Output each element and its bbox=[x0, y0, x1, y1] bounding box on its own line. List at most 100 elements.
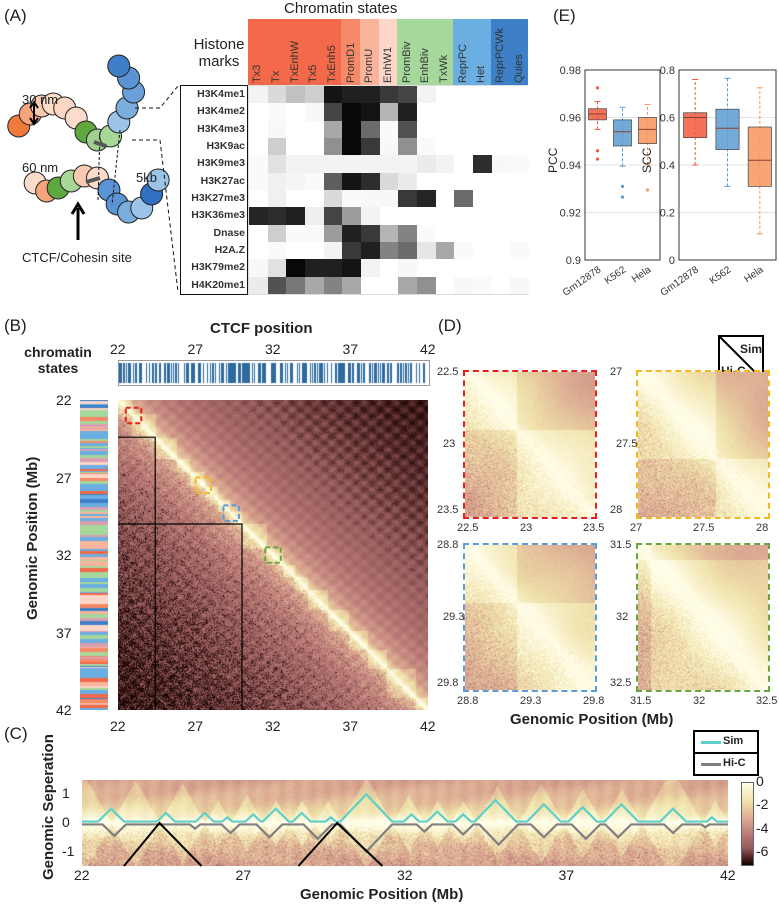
box bbox=[638, 117, 657, 144]
emission-cell bbox=[473, 224, 493, 243]
emission-cell bbox=[510, 86, 530, 104]
emission-cell bbox=[249, 120, 269, 139]
emission-cell bbox=[398, 190, 418, 208]
histone-mark-label: H3K27me3 bbox=[191, 192, 245, 204]
emission-cell bbox=[473, 120, 493, 139]
emission-cell bbox=[305, 138, 325, 156]
emission-cell bbox=[379, 103, 399, 122]
emission-cell bbox=[417, 190, 437, 208]
x-tick-label: 22 bbox=[110, 718, 126, 734]
ctcf-x-tick-label: 32 bbox=[265, 341, 281, 357]
emission-cell bbox=[342, 190, 362, 208]
emission-cell bbox=[398, 103, 418, 122]
emission-cell bbox=[342, 120, 362, 139]
spacing-30nm-label: 30 nm bbox=[22, 92, 59, 107]
chromatin-state-header: Tx3 Tx TxEnhW Tx5 TxEnh5 PromD1 PromU EnhW1 Prom… bbox=[248, 19, 529, 85]
emission-cell bbox=[323, 86, 343, 104]
emission-cell bbox=[305, 259, 325, 278]
colorbar-tick-label: -4 bbox=[756, 819, 769, 836]
y-tick-label: 22 bbox=[56, 392, 72, 408]
emission-cell bbox=[510, 242, 530, 260]
emission-cell bbox=[398, 172, 418, 191]
emission-cell bbox=[379, 172, 399, 191]
x-tick-label: 37 bbox=[342, 718, 359, 734]
y-tick-label: 27 bbox=[610, 366, 623, 378]
ctcf-position-track bbox=[118, 360, 430, 386]
emission-cell bbox=[361, 190, 381, 208]
y-tick-label: 28.8 bbox=[437, 539, 459, 551]
emission-cell bbox=[361, 259, 381, 278]
outlier-point bbox=[645, 188, 650, 192]
y-tick-label: 0.2 bbox=[660, 208, 675, 220]
emission-cell bbox=[286, 138, 306, 156]
emission-cell bbox=[267, 190, 287, 208]
emission-cell bbox=[249, 259, 269, 278]
emission-cell bbox=[510, 224, 530, 243]
y-tick-label: 29.8 bbox=[437, 677, 459, 689]
x-tick-label: 27 bbox=[630, 522, 643, 534]
state-column-txwk: TxWk bbox=[434, 19, 454, 85]
x-tick-label: 22 bbox=[74, 867, 90, 883]
emission-cell bbox=[379, 259, 399, 278]
y-tick-label: 27.5 bbox=[616, 438, 638, 450]
y-tick-label: 32.5 bbox=[610, 677, 632, 689]
y-tick-label: 37 bbox=[56, 624, 72, 641]
panel-c-xlabel: Genomic Position (Mb) bbox=[300, 886, 464, 903]
emission-cell bbox=[454, 190, 474, 208]
state-column-enhw1: EnhW1 bbox=[378, 19, 398, 85]
histone-mark-label: H3K36me3 bbox=[191, 209, 245, 222]
colorbar-tick-label: -6 bbox=[756, 843, 769, 860]
domain-outline bbox=[118, 436, 156, 710]
histone-mark-label: H3K9me3 bbox=[197, 157, 245, 170]
outlier-point bbox=[620, 195, 625, 199]
emission-cell bbox=[510, 207, 530, 226]
emission-cell bbox=[454, 276, 474, 295]
emission-cell bbox=[435, 207, 455, 226]
emission-cell bbox=[398, 155, 418, 174]
x-tick-label: 32 bbox=[265, 718, 281, 734]
sim-boundary-line bbox=[82, 792, 728, 823]
y-tick-label: 23.5 bbox=[437, 504, 459, 516]
outlier-point bbox=[595, 86, 600, 90]
y-tick-label: 0 bbox=[62, 814, 70, 830]
emission-cell bbox=[249, 86, 269, 104]
panel-label-b: (B) bbox=[4, 316, 27, 335]
distance-arrow-icon bbox=[29, 100, 39, 126]
emission-cell bbox=[267, 259, 287, 278]
zoom-contact-map bbox=[638, 372, 768, 517]
emission-cell bbox=[305, 172, 325, 191]
y-tick-label: 0.92 bbox=[560, 208, 581, 220]
state-column-het: Het bbox=[472, 19, 492, 85]
y-tick-label: 0.94 bbox=[560, 160, 581, 172]
x-tick-label: 27 bbox=[235, 867, 252, 883]
category-label: Gm12878 bbox=[659, 264, 702, 298]
histone-mark-label: H3K79me2 bbox=[191, 261, 245, 274]
emission-cell bbox=[305, 86, 325, 104]
emission-cell bbox=[473, 138, 493, 156]
emission-cell bbox=[435, 224, 455, 243]
emission-cell bbox=[267, 138, 287, 156]
box bbox=[683, 112, 708, 139]
histone-mark-label: H4K20me1 bbox=[191, 278, 245, 291]
emission-cell bbox=[454, 138, 474, 156]
emission-cell bbox=[249, 172, 269, 191]
emission-cell bbox=[361, 103, 381, 122]
legend-upper-label: Sim bbox=[740, 342, 763, 356]
emission-cell bbox=[417, 120, 437, 139]
emission-cell bbox=[473, 259, 493, 278]
emission-cell bbox=[398, 276, 418, 295]
emission-cell bbox=[249, 276, 269, 295]
category-label: Hela bbox=[742, 264, 766, 285]
y-tick-label: 0.9 bbox=[566, 255, 581, 267]
emission-cell bbox=[267, 207, 287, 226]
x-tick-label: 42 bbox=[720, 867, 736, 883]
ctcf-x-tick-label: 42 bbox=[420, 341, 436, 357]
x-tick-label: 31.5 bbox=[630, 695, 652, 707]
state-column-txenhw: TxEnhW bbox=[285, 19, 305, 85]
emission-cell bbox=[323, 276, 343, 295]
emission-cell bbox=[379, 120, 399, 139]
histone-mark-label: H3K4me3 bbox=[197, 122, 245, 135]
emission-cell bbox=[379, 207, 399, 226]
emission-cell bbox=[267, 103, 287, 122]
